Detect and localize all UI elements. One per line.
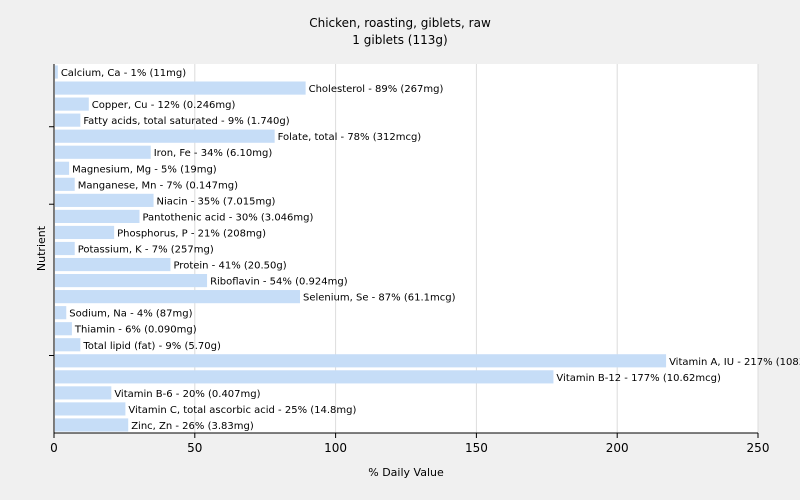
bar-label: Calcium, Ca - 1% (11mg) — [61, 68, 186, 79]
bar — [55, 322, 72, 336]
bar — [55, 370, 554, 384]
bar-label: Protein - 41% (20.50g) — [173, 261, 286, 272]
bar — [55, 161, 70, 175]
bar — [55, 290, 300, 304]
bar-label: Selenium, Se - 87% (61.1mcg) — [303, 293, 456, 304]
bar — [55, 113, 81, 127]
bar — [55, 306, 67, 320]
x-tick-label: 200 — [606, 441, 629, 455]
bar-label: Total lipid (fat) - 9% (5.70g) — [82, 341, 221, 352]
bar-label: Manganese, Mn - 7% (0.147mg) — [78, 180, 238, 191]
x-tick-label: 150 — [465, 441, 488, 455]
bar — [55, 241, 75, 256]
bar-label: Vitamin B-6 - 20% (0.407mg) — [114, 389, 260, 400]
bar-label: Vitamin C, total ascorbic acid - 25% (14… — [128, 405, 356, 416]
bar-label: Niacin - 35% (7.015mg) — [157, 196, 276, 207]
bar — [55, 145, 151, 159]
bar-label: Iron, Fe - 34% (6.10mg) — [154, 148, 273, 159]
bar-label: Zinc, Zn - 26% (3.83mg) — [131, 421, 254, 432]
bar — [55, 177, 75, 191]
bar — [55, 193, 154, 207]
bar — [55, 418, 129, 432]
bar — [55, 338, 81, 352]
bar-label: Sodium, Na - 4% (87mg) — [69, 309, 192, 320]
x-tick-label: 100 — [324, 441, 347, 455]
bar — [55, 209, 140, 223]
bar-label: Copper, Cu - 12% (0.246mg) — [92, 100, 236, 111]
bar-label: Phosphorus, P - 21% (208mg) — [117, 228, 266, 239]
bar-label: Cholesterol - 89% (267mg) — [309, 84, 444, 95]
bar-label: Magnesium, Mg - 5% (19mg) — [72, 164, 217, 175]
x-tick-label: 250 — [747, 441, 770, 455]
bar-label: Vitamin A, IU - 217% (10839IU) — [669, 357, 800, 368]
bar — [55, 354, 667, 368]
bar — [55, 65, 58, 79]
bar-label: Vitamin B-12 - 177% (10.62mcg) — [556, 373, 721, 384]
chart-title: Chicken, roasting, giblets, raw — [309, 16, 491, 30]
bar — [55, 129, 275, 143]
bar — [55, 225, 115, 240]
bar-label: Thiamin - 6% (0.090mg) — [74, 325, 197, 336]
bar — [55, 257, 171, 272]
x-tick-label: 0 — [50, 441, 58, 455]
bar-label: Riboflavin - 54% (0.924mg) — [210, 277, 348, 288]
x-tick-label: 50 — [187, 441, 202, 455]
bar — [55, 386, 112, 400]
bar-label: Folate, total - 78% (312mcg) — [278, 132, 422, 143]
bar-label: Potassium, K - 7% (257mg) — [78, 245, 214, 256]
bar-label: Fatty acids, total saturated - 9% (1.740… — [83, 116, 289, 127]
x-axis-title: % Daily Value — [368, 466, 444, 479]
bar-label: Pantothenic acid - 30% (3.046mg) — [142, 212, 313, 223]
y-axis-title: Nutrient — [35, 225, 48, 271]
bar — [55, 402, 126, 416]
bar — [55, 81, 306, 95]
chart-subtitle: 1 giblets (113g) — [352, 33, 448, 47]
bar — [55, 97, 89, 111]
bar — [55, 274, 208, 288]
